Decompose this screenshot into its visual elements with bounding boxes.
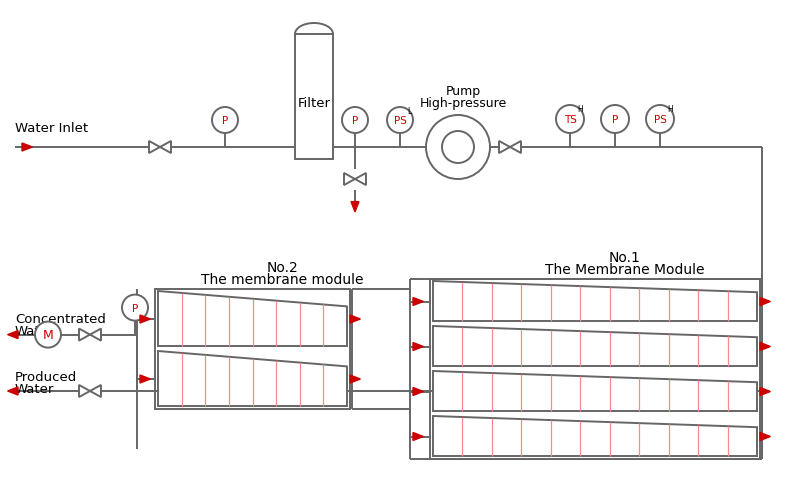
Polygon shape bbox=[140, 316, 150, 323]
Polygon shape bbox=[350, 375, 360, 383]
Polygon shape bbox=[90, 329, 101, 341]
Bar bbox=[155, 289, 350, 409]
Text: P: P bbox=[132, 303, 138, 313]
Polygon shape bbox=[413, 298, 423, 306]
Circle shape bbox=[442, 132, 474, 164]
Text: Water: Water bbox=[15, 383, 54, 396]
Polygon shape bbox=[413, 343, 423, 351]
Bar bbox=[430, 279, 760, 459]
Polygon shape bbox=[149, 142, 160, 154]
Polygon shape bbox=[8, 331, 18, 339]
Text: P: P bbox=[612, 115, 618, 125]
Text: Water Inlet: Water Inlet bbox=[15, 121, 88, 134]
Polygon shape bbox=[158, 291, 347, 346]
Polygon shape bbox=[8, 387, 18, 395]
Polygon shape bbox=[355, 174, 366, 186]
Text: P: P bbox=[222, 116, 228, 126]
Polygon shape bbox=[344, 174, 355, 186]
Circle shape bbox=[342, 108, 368, 134]
Circle shape bbox=[556, 106, 584, 134]
Polygon shape bbox=[760, 298, 770, 306]
Polygon shape bbox=[510, 142, 521, 154]
Text: PS: PS bbox=[654, 115, 666, 125]
Polygon shape bbox=[160, 142, 171, 154]
Polygon shape bbox=[22, 144, 32, 151]
Polygon shape bbox=[433, 326, 757, 366]
Circle shape bbox=[426, 116, 490, 180]
Polygon shape bbox=[158, 351, 347, 406]
Circle shape bbox=[212, 108, 238, 134]
Circle shape bbox=[122, 295, 148, 321]
Polygon shape bbox=[140, 375, 150, 383]
Circle shape bbox=[601, 106, 629, 134]
Polygon shape bbox=[79, 329, 90, 341]
Text: Filter: Filter bbox=[298, 97, 330, 110]
Polygon shape bbox=[760, 388, 770, 396]
Polygon shape bbox=[79, 385, 90, 397]
Polygon shape bbox=[90, 385, 101, 397]
Polygon shape bbox=[760, 433, 770, 440]
Text: H: H bbox=[578, 105, 583, 114]
Polygon shape bbox=[433, 281, 757, 321]
Text: TS: TS bbox=[563, 115, 577, 125]
Text: P: P bbox=[352, 116, 358, 126]
Circle shape bbox=[387, 108, 413, 134]
Text: Produced: Produced bbox=[15, 371, 78, 384]
Polygon shape bbox=[433, 371, 757, 411]
Text: No.1: No.1 bbox=[609, 251, 641, 264]
Polygon shape bbox=[413, 433, 423, 440]
Polygon shape bbox=[433, 416, 757, 456]
Text: L: L bbox=[407, 107, 411, 116]
Bar bbox=[295, 35, 333, 160]
Circle shape bbox=[646, 106, 674, 134]
Text: PS: PS bbox=[394, 116, 406, 126]
Polygon shape bbox=[351, 202, 359, 212]
Text: The Membrane Module: The Membrane Module bbox=[546, 262, 705, 276]
Text: No.2: No.2 bbox=[266, 260, 298, 274]
Circle shape bbox=[35, 322, 61, 348]
Polygon shape bbox=[760, 343, 770, 351]
Text: M: M bbox=[42, 329, 54, 341]
Text: The membrane module: The membrane module bbox=[202, 272, 364, 287]
Polygon shape bbox=[499, 142, 510, 154]
Polygon shape bbox=[350, 316, 360, 323]
Text: Water: Water bbox=[15, 324, 54, 337]
Text: High-pressure: High-pressure bbox=[419, 96, 506, 109]
Text: H: H bbox=[667, 105, 673, 114]
Text: Pump: Pump bbox=[446, 84, 481, 97]
Text: Concentrated: Concentrated bbox=[15, 313, 106, 325]
Polygon shape bbox=[413, 388, 423, 396]
